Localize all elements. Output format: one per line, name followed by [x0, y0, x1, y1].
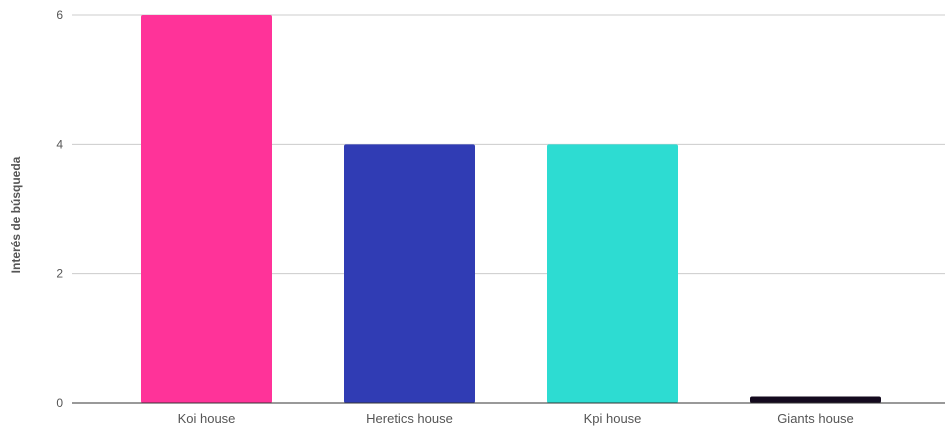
y-axis-title: Interés de búsqueda — [9, 156, 23, 273]
y-axis-ticks: 0 2 4 6 — [56, 8, 63, 410]
x-tick-label: Giants house — [777, 411, 854, 426]
bar-giants-house[interactable] — [750, 396, 881, 403]
y-tick-label: 6 — [56, 8, 63, 22]
bar-kpi-house[interactable] — [547, 144, 678, 404]
x-tick-label: Koi house — [178, 411, 236, 426]
y-tick-label: 2 — [56, 267, 63, 281]
bars — [72, 15, 945, 404]
x-axis-labels: Koi house Heretics house Kpi house Giants h… — [178, 411, 854, 426]
bar-koi-house[interactable] — [141, 15, 272, 403]
bar-heretics-house[interactable] — [344, 144, 475, 404]
y-tick-label: 0 — [56, 396, 63, 410]
x-tick-label: Kpi house — [584, 411, 642, 426]
x-tick-label: Heretics house — [366, 411, 453, 426]
y-tick-label: 4 — [56, 137, 63, 151]
